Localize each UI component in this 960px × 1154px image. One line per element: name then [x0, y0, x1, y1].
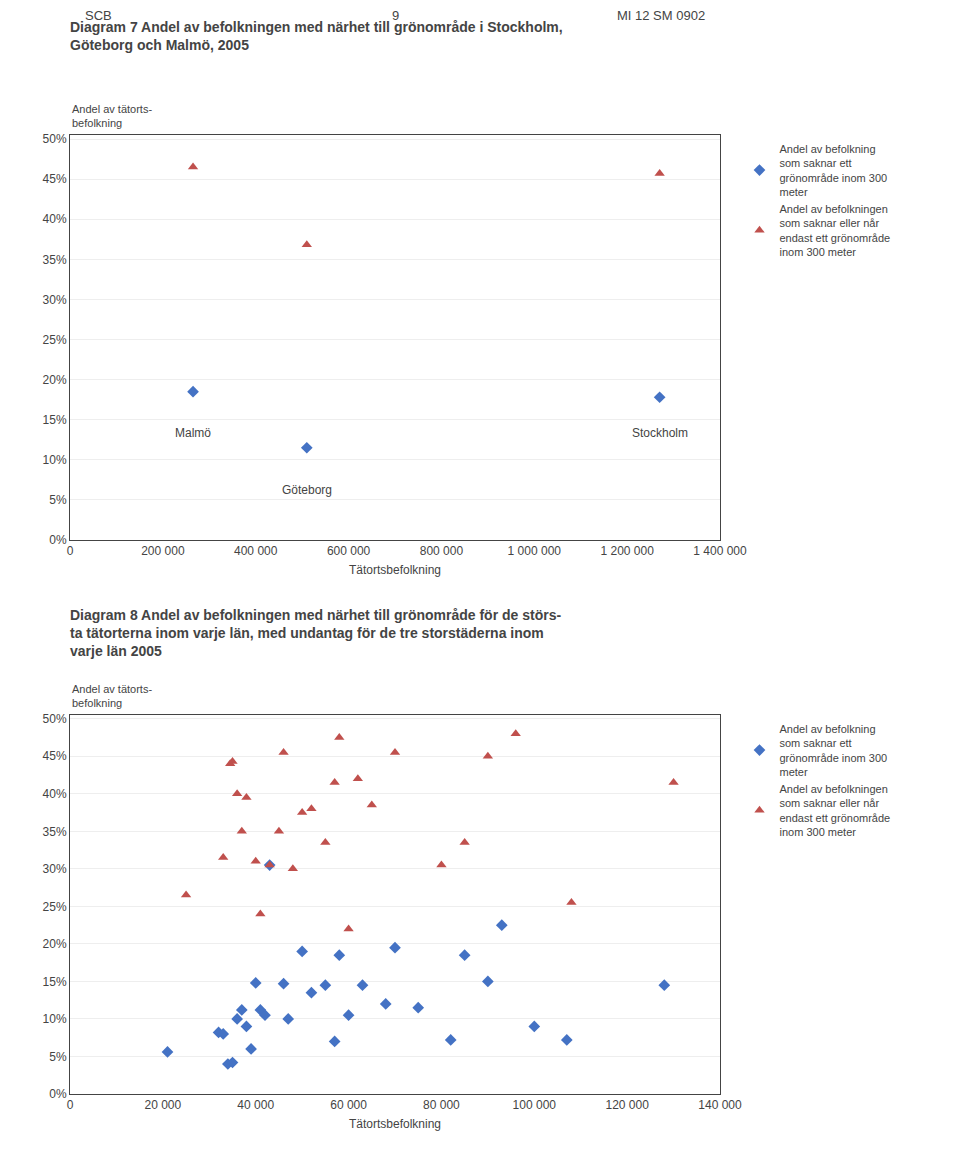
svg-text:25%: 25% [43, 900, 67, 914]
svg-text:60 000: 60 000 [330, 1098, 367, 1112]
svg-text:Diagram 8 Andel av befolkninge: Diagram 8 Andel av befolkningen med närh… [70, 607, 561, 659]
svg-text:45%: 45% [43, 749, 67, 763]
svg-text:0%: 0% [49, 1087, 67, 1101]
svg-text:20 000: 20 000 [145, 1098, 182, 1112]
svg-text:30%: 30% [43, 293, 67, 307]
svg-text:0: 0 [67, 1098, 74, 1112]
svg-text:35%: 35% [43, 253, 67, 267]
svg-text:10%: 10% [43, 1012, 67, 1026]
svg-text:Andel av tätorts-befolkning: Andel av tätorts-befolkning [72, 103, 152, 129]
svg-text:40%: 40% [43, 212, 67, 226]
svg-text:Göteborg: Göteborg [282, 483, 332, 497]
svg-text:Andel av tätorts-befolkning: Andel av tätorts-befolkning [72, 683, 152, 709]
svg-text:15%: 15% [43, 413, 67, 427]
svg-text:120 000: 120 000 [605, 1098, 649, 1112]
svg-text:25%: 25% [43, 333, 67, 347]
svg-text:800 000: 800 000 [420, 544, 464, 558]
svg-text:600 000: 600 000 [327, 544, 371, 558]
svg-text:Tätortsbefolkning: Tätortsbefolkning [349, 563, 441, 577]
svg-text:30%: 30% [43, 862, 67, 876]
svg-text:Andel av befolkningsom saknar: Andel av befolkningsom saknar ettgrönomr… [780, 143, 888, 198]
svg-text:20%: 20% [43, 937, 67, 951]
svg-text:45%: 45% [43, 172, 67, 186]
svg-text:Diagram 7 Andel av befolkninge: Diagram 7 Andel av befolkningen med närh… [70, 19, 563, 53]
svg-text:1 400 000: 1 400 000 [693, 544, 747, 558]
svg-text:SCB: SCB [85, 8, 112, 23]
svg-text:100 000: 100 000 [513, 1098, 557, 1112]
svg-text:Malmö: Malmö [175, 426, 211, 440]
svg-text:9: 9 [392, 8, 399, 23]
svg-text:5%: 5% [49, 493, 67, 507]
svg-text:50%: 50% [43, 712, 67, 726]
svg-text:Andel av befolkningensom sakna: Andel av befolkningensom saknar eller nå… [780, 203, 891, 258]
svg-text:20%: 20% [43, 373, 67, 387]
svg-text:140 000: 140 000 [698, 1098, 742, 1112]
svg-text:MI 12 SM 0902: MI 12 SM 0902 [617, 8, 705, 23]
svg-text:Andel av befolkningsom saknar: Andel av befolkningsom saknar ettgrönomr… [780, 723, 888, 778]
svg-text:80 000: 80 000 [423, 1098, 460, 1112]
svg-text:1 000 000: 1 000 000 [508, 544, 562, 558]
svg-text:40%: 40% [43, 787, 67, 801]
svg-text:Stockholm: Stockholm [632, 426, 688, 440]
svg-text:Tätortsbefolkning: Tätortsbefolkning [349, 1117, 441, 1131]
svg-text:35%: 35% [43, 825, 67, 839]
svg-text:0: 0 [67, 544, 74, 558]
svg-text:15%: 15% [43, 975, 67, 989]
svg-text:5%: 5% [49, 1050, 67, 1064]
svg-text:10%: 10% [43, 453, 67, 467]
svg-text:40 000: 40 000 [237, 1098, 274, 1112]
svg-text:400 000: 400 000 [234, 544, 278, 558]
svg-text:200 000: 200 000 [141, 544, 185, 558]
svg-text:1 200 000: 1 200 000 [600, 544, 654, 558]
svg-text:Andel av befolkningensom sakna: Andel av befolkningensom saknar eller nå… [780, 783, 891, 838]
svg-text:50%: 50% [43, 132, 67, 146]
svg-text:0%: 0% [49, 533, 67, 547]
